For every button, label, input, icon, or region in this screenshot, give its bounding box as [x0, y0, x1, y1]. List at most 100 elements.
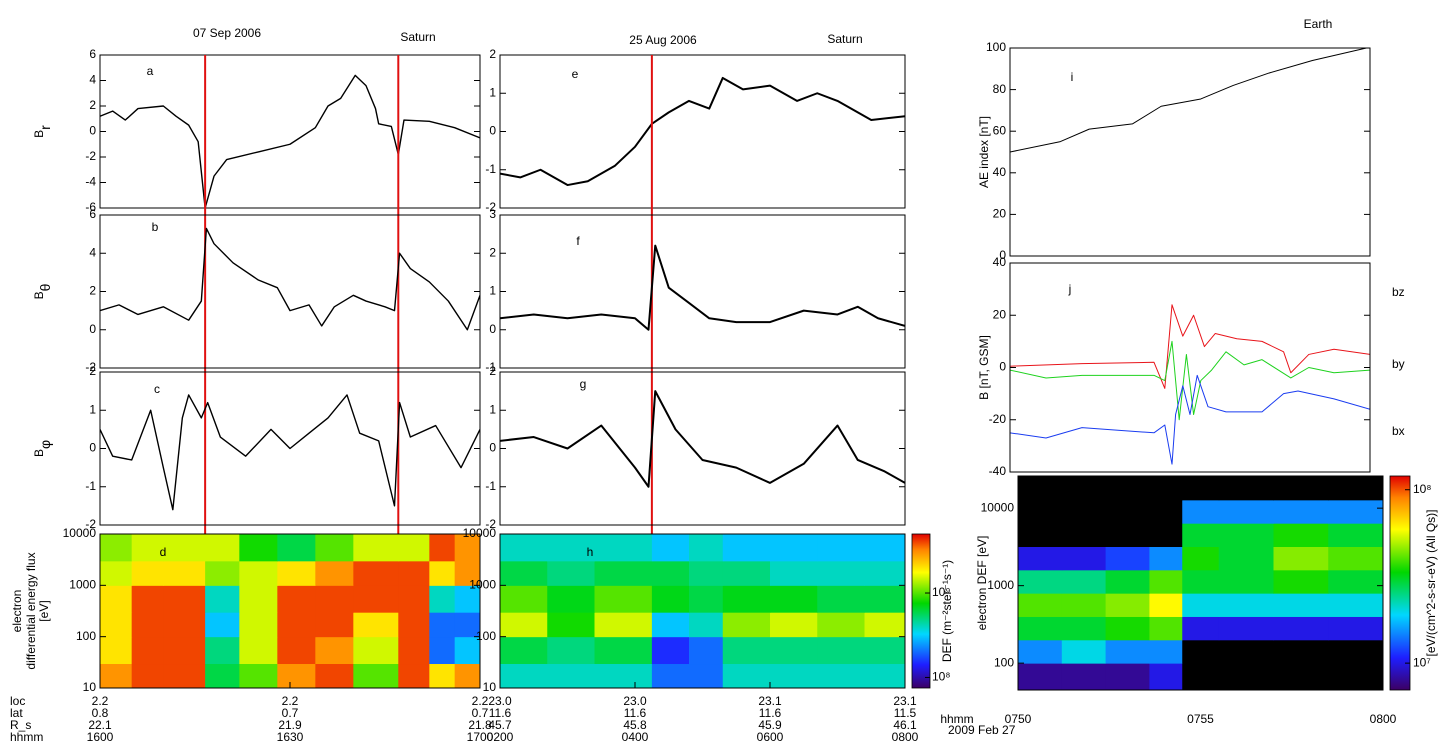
data-line [1010, 340, 1370, 421]
heatmap-cell [1182, 476, 1220, 501]
plot-area [500, 390, 905, 488]
heatmap-cell [651, 663, 690, 688]
y-tick-label: 6 [89, 47, 96, 61]
x-tick-label: 0800 [892, 730, 919, 742]
heatmap-cell [398, 636, 430, 665]
panel-letter: e [572, 67, 579, 81]
heatmap-cell [1218, 523, 1274, 547]
y-axis-label-sub: φ [37, 440, 53, 449]
y-axis-label: AE index [nT] [977, 116, 991, 188]
y-tick-label: -40 [989, 464, 1007, 478]
legend-label: by [1392, 357, 1405, 371]
heatmap-cell [353, 636, 399, 665]
heatmap-cell [1105, 569, 1150, 594]
heatmap-cell [770, 612, 818, 638]
heatmap-cell [594, 663, 653, 688]
heatmap-cell [1218, 593, 1274, 617]
heatmap-cell [1105, 546, 1150, 571]
heatmap-cell [547, 560, 595, 586]
y-tick-label: 1 [489, 284, 496, 298]
heatmap-cell [315, 534, 354, 562]
colorbar [1389, 475, 1411, 691]
plot-area [100, 74, 480, 208]
data-line [100, 394, 480, 511]
colorbar-label: [eV/(cm^2-s-sr-eV) (All Qs)] [1424, 510, 1438, 657]
heatmap-cell [1061, 663, 1107, 690]
panel-letter: i [1071, 70, 1074, 84]
heatmap-cell [1018, 639, 1063, 664]
heatmap-cell [131, 636, 164, 665]
y-tick-label: 1000 [469, 578, 496, 592]
data-line [500, 244, 905, 331]
heatmap-cell [100, 534, 133, 562]
heatmap-cell [1061, 616, 1107, 641]
ephemeris-value: 22.1 [88, 718, 112, 732]
heatmap-cell [1273, 499, 1329, 524]
heatmap-cell [1182, 616, 1220, 641]
panel-letter: b [152, 220, 159, 234]
heatmap-cell [817, 636, 865, 665]
data-line [1010, 304, 1370, 389]
heatmap-cell [315, 585, 354, 613]
heatmap-cell [205, 560, 240, 586]
heatmap-cell [594, 534, 653, 562]
heatmap-cell [1018, 663, 1063, 690]
heatmap-cell [1105, 663, 1150, 690]
heatmap-cell [547, 636, 595, 665]
heatmap-cell [1273, 569, 1329, 594]
ephemeris-value: 11.5 [894, 706, 917, 720]
y-tick-label: 4 [89, 73, 96, 87]
ephemeris-value: 23.1 [758, 694, 782, 708]
colorbar-tick-label: 10⁹ [932, 585, 951, 599]
heatmap-cell [100, 636, 133, 665]
heatmap-cell [1182, 523, 1220, 547]
ephemeris-label: R_s [10, 718, 31, 732]
panel-letter: c [154, 382, 160, 396]
heatmap-cell [398, 560, 430, 586]
data-line [100, 227, 480, 331]
x-tick-label: 0600 [757, 730, 784, 742]
y-tick-label: 2 [89, 364, 96, 378]
heatmap-cell [500, 585, 548, 613]
plot-area [1010, 48, 1367, 153]
ephemeris-value: 2.2 [472, 694, 489, 708]
heatmap-cell [398, 663, 430, 688]
y-tick-label: 40 [993, 255, 1007, 269]
heatmap-cell [1061, 639, 1107, 664]
y-tick-label: 20 [993, 207, 1007, 221]
heatmap-cell [1018, 499, 1063, 524]
heatmap-cell [239, 534, 278, 562]
y-tick-label: -1 [485, 360, 496, 374]
heatmap-cell [1182, 546, 1220, 571]
heatmap-cell [1149, 639, 1183, 664]
y-tick-label: 6 [89, 207, 96, 221]
heatmap-cell [429, 663, 456, 688]
y-tick-label: 0 [999, 360, 1006, 374]
panel-letter: g [580, 377, 587, 391]
ephemeris-value: 45.7 [488, 718, 512, 732]
heatmap-cell [1273, 639, 1329, 664]
y-axis-label-sub: r [37, 125, 53, 130]
heatmap-cell [429, 612, 456, 638]
heatmap-cell [1018, 593, 1063, 617]
ephemeris-value: 23.0 [488, 694, 512, 708]
heatmap-cell [1328, 663, 1383, 690]
y-tick-label: 3 [489, 207, 496, 221]
y-tick-label: 0 [489, 441, 496, 455]
planet-title: Earth [1304, 17, 1333, 31]
heatmap-cell [1218, 546, 1274, 571]
x-tick-label: 1630 [277, 730, 304, 742]
heatmap-cell [817, 663, 865, 688]
heatmap-cell [429, 534, 456, 562]
y-axis-label: Bφ [32, 440, 53, 457]
heatmap-cell [547, 663, 595, 688]
planet-title: Saturn [827, 32, 862, 46]
plot-area [500, 244, 905, 331]
heatmap-cell [500, 534, 548, 562]
heatmap-cell [1149, 546, 1183, 571]
heatmap-cell [651, 534, 690, 562]
heatmap-cell [1218, 663, 1274, 690]
panel-title: 25 Aug 2006 [629, 33, 697, 47]
y-axis-label: electron DEF [eV] [975, 536, 989, 631]
